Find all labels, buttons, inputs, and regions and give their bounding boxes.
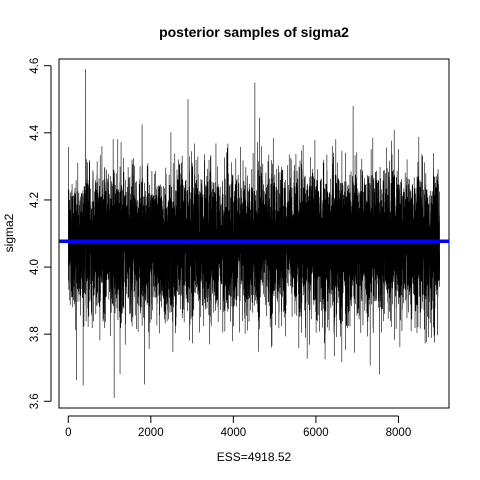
x-tick-label: 4000 <box>221 427 247 439</box>
x-tick-label: 6000 <box>303 427 329 439</box>
y-axis-label: sigma2 <box>2 213 16 252</box>
y-tick-label: 4.4 <box>29 124 41 141</box>
x-tick-label: 8000 <box>386 427 412 439</box>
y-tick-label: 4.6 <box>29 58 41 74</box>
trace-line <box>68 69 441 398</box>
chart-title: posterior samples of sigma2 <box>159 24 349 40</box>
x-axis-label: ESS=4918.52 <box>217 450 292 464</box>
y-tick-label: 3.8 <box>29 326 41 342</box>
y-tick-label: 4.2 <box>29 192 41 208</box>
x-axis: 0 2000 4000 6000 8000 <box>65 415 412 439</box>
y-tick-label: 4.0 <box>29 259 41 275</box>
plot-frame <box>58 58 450 409</box>
x-tick-label: 2000 <box>138 427 164 439</box>
trace-series <box>68 69 441 398</box>
x-tick-label: 0 <box>65 427 71 439</box>
y-axis: 3.6 3.8 4.0 4.2 4.4 4.6 <box>29 58 52 409</box>
y-tick-label: 3.6 <box>29 393 41 409</box>
